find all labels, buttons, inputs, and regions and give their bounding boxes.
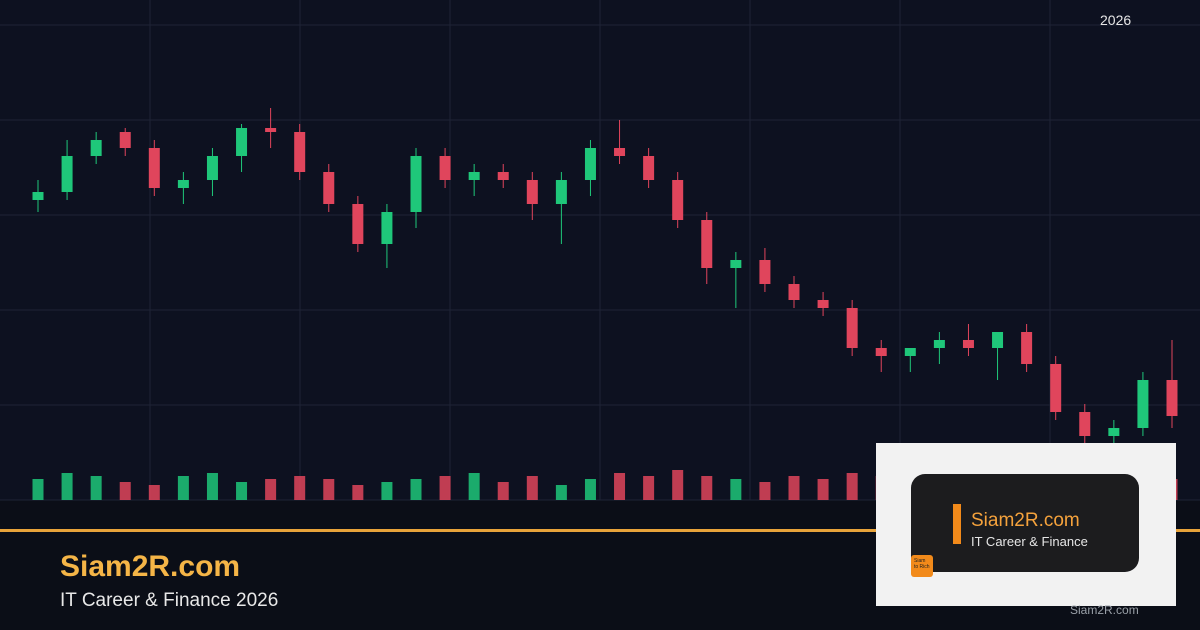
candle-body [206, 156, 218, 180]
candle-body [672, 180, 684, 220]
candle-body [294, 132, 306, 172]
candle-body [497, 172, 509, 180]
candle-body [846, 308, 858, 348]
brand: Siam2R.com [60, 550, 241, 583]
volume-bar [788, 476, 800, 500]
badge-bar [953, 504, 961, 544]
volume-bar [526, 476, 538, 500]
tagline: IT Career & Finance 2026 [60, 590, 279, 611]
volume-bar [643, 476, 655, 500]
candle-body [439, 156, 451, 180]
candle-body [1137, 380, 1149, 428]
candle-body [1050, 364, 1062, 412]
volume-bar [119, 482, 131, 500]
candle-body [788, 284, 800, 300]
candle-body [875, 348, 887, 356]
candle-body [119, 132, 131, 148]
candle-body [759, 260, 771, 284]
volume-bar [206, 473, 218, 500]
candle-body [236, 128, 248, 156]
volume-bar [614, 473, 626, 500]
badge-tagline: IT Career & Finance [971, 534, 1088, 549]
volume-bar [61, 473, 73, 500]
year: 2026 [1100, 12, 1132, 28]
candle-body [265, 128, 277, 132]
badge-brand: Siam2R.com [971, 510, 1080, 531]
volume-bar [439, 476, 451, 500]
candle-body [614, 148, 626, 156]
volume-bar [236, 482, 248, 500]
candle-body [468, 172, 480, 180]
candle-body [90, 140, 102, 156]
candle-body [904, 348, 916, 356]
volume-bar [759, 482, 771, 500]
candle-body [526, 180, 538, 204]
volume-bar [32, 479, 44, 500]
volume-bar [497, 482, 509, 500]
candle-body [817, 300, 829, 308]
volume-bar [90, 476, 102, 500]
candle-body [410, 156, 422, 212]
candle-body [1166, 380, 1178, 416]
candle-body [32, 192, 44, 200]
candle-body [323, 172, 335, 204]
volume-bar [672, 470, 684, 500]
badge-frame: Siam2R.com IT Career & Finance Siam to R… [876, 443, 1176, 606]
candle-body [1108, 428, 1120, 436]
candle-body [933, 340, 945, 348]
candle-body [701, 220, 713, 268]
candle-body [730, 260, 742, 268]
volume-bar [352, 485, 364, 500]
candle-body [1021, 332, 1033, 364]
watermark: Siam2R.com [1070, 603, 1139, 617]
volume-bar [846, 473, 858, 500]
volume-bar [265, 479, 277, 500]
badge-icon: Siam to Rich [911, 555, 933, 577]
volume-bar [468, 473, 480, 500]
candle-body [148, 148, 160, 188]
volume-bar [701, 476, 713, 500]
candle-body [1079, 412, 1091, 436]
volume-bar [730, 479, 742, 500]
volume-bar [584, 479, 596, 500]
candle-body [555, 180, 567, 204]
volume-bar [148, 485, 160, 500]
volume-bar [555, 485, 567, 500]
candle-body [584, 148, 596, 180]
candle-body [352, 204, 364, 244]
candle-body [61, 156, 73, 192]
candle-body [381, 212, 393, 244]
volume-bar [817, 479, 829, 500]
volume-bar [381, 482, 393, 500]
candle-body [177, 180, 189, 188]
volume-bar [410, 479, 422, 500]
volume-bar [177, 476, 189, 500]
candle-body [962, 340, 974, 348]
candle-body [643, 156, 655, 180]
volume-bar [323, 479, 335, 500]
badge-card: Siam2R.com IT Career & Finance Siam to R… [911, 474, 1139, 577]
candle-body [992, 332, 1004, 348]
volume-bar [294, 476, 306, 500]
divider [0, 529, 1200, 532]
